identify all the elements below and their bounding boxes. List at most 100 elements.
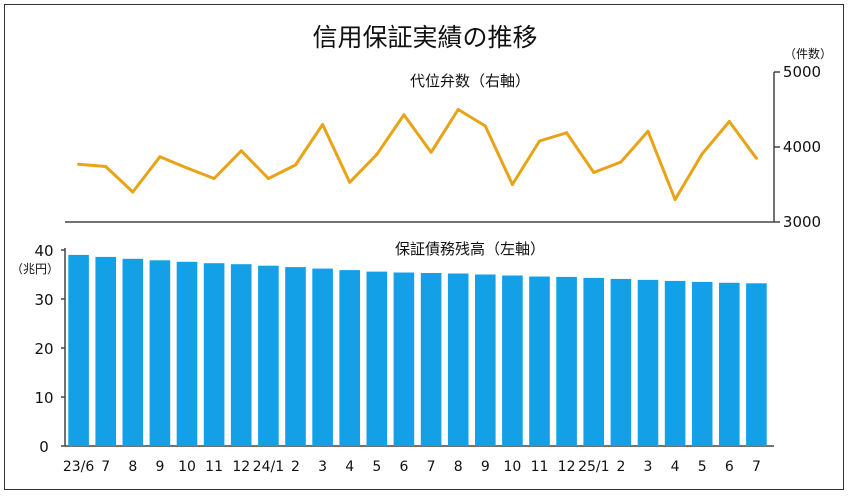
- line-point: [104, 165, 108, 168]
- bar-series: [68, 254, 767, 446]
- x-tick-label: 6: [399, 459, 408, 475]
- line-chart: 代位弁数（右軸） （件数） 5000 4000 3000: [65, 46, 832, 231]
- line-point: [429, 150, 433, 154]
- line-point: [456, 108, 460, 111]
- bar: [691, 281, 713, 446]
- bar: [610, 278, 632, 446]
- bar: [746, 283, 767, 446]
- x-tick-label: 10: [178, 459, 196, 475]
- x-tick-label: 4: [345, 459, 354, 475]
- bar: [285, 267, 306, 446]
- x-tick-label: 3: [318, 459, 327, 475]
- x-tick-label: 7: [752, 459, 761, 475]
- bar: [664, 280, 686, 446]
- line-point: [700, 152, 704, 156]
- line-point: [673, 198, 677, 201]
- x-tick-label: 24/1: [253, 459, 284, 475]
- line-point: [592, 171, 596, 174]
- bar: [230, 264, 252, 446]
- x-tick-label: 5: [372, 459, 381, 475]
- bar-tick-labels: 40 30 20 10 0: [34, 242, 53, 456]
- bar: [366, 271, 388, 446]
- line-point: [646, 129, 650, 133]
- bar-subtitle: 保証債務残高（左軸）: [395, 240, 545, 258]
- x-tick-label: 8: [128, 459, 137, 475]
- x-tick-label: 7: [427, 459, 436, 475]
- x-tick-label: 23/6: [63, 459, 95, 475]
- bar: [475, 274, 496, 446]
- bar-tick-label: 10: [34, 389, 53, 407]
- x-tick-labels: 23/6 7 8 9 10 11 12 24/1 2 3 4 5 6 7 8 9 10 11 12 25/1 2 3 4 5 6…: [63, 459, 761, 475]
- bar: [122, 258, 144, 446]
- line-point: [321, 123, 325, 126]
- line-subtitle: 代位弁数（右軸）: [410, 72, 530, 90]
- line-unit-label: （件数）: [784, 46, 832, 61]
- x-tick-label: 6: [725, 459, 734, 475]
- line-point: [727, 120, 731, 123]
- line-points: [77, 108, 758, 201]
- bar: [556, 276, 577, 446]
- line-tick-label: 3000: [783, 213, 821, 231]
- line-right-axis: [65, 71, 780, 223]
- line-point: [510, 183, 514, 186]
- bar: [583, 277, 604, 446]
- x-tick-label: 4: [671, 459, 680, 475]
- x-tick-label: 9: [155, 459, 164, 475]
- x-tick-label: 12: [558, 459, 576, 475]
- bar: [719, 282, 740, 446]
- x-tick-label: 2: [616, 459, 625, 475]
- x-tick-label: 9: [481, 459, 490, 475]
- line-point: [131, 190, 135, 194]
- bar: [637, 279, 659, 446]
- bar: [420, 273, 442, 446]
- x-tick-label: 10: [503, 459, 521, 475]
- x-tick-label: 2: [291, 459, 300, 475]
- line-point: [565, 131, 569, 135]
- bar: [502, 275, 523, 446]
- line-point: [293, 163, 297, 167]
- line-point: [239, 149, 243, 153]
- line-point: [375, 153, 379, 156]
- x-tick-label: 5: [698, 459, 707, 475]
- line-point: [619, 160, 623, 164]
- x-tick-label: 7: [101, 459, 110, 475]
- line-point: [77, 162, 81, 166]
- line-point: [212, 177, 216, 180]
- bar-tick-label: 20: [34, 340, 53, 358]
- line-tick-labels: 5000 4000 3000: [783, 63, 821, 231]
- line-tick-label: 5000: [783, 63, 821, 81]
- line-point: [402, 113, 406, 117]
- line-point: [158, 155, 162, 159]
- bar: [447, 273, 469, 446]
- bar: [149, 260, 171, 446]
- line-point: [483, 124, 487, 128]
- line-series-path: [78, 108, 758, 201]
- x-tick-label: 25/1: [578, 459, 609, 475]
- bar-unit-label: （兆円）: [11, 262, 59, 276]
- bar: [176, 261, 198, 446]
- bar: [393, 272, 415, 446]
- line-tick-label: 4000: [783, 138, 821, 156]
- bar-tick-label: 0: [39, 438, 49, 456]
- bar-tick-label: 30: [34, 291, 53, 309]
- line-point: [185, 166, 189, 170]
- bar: [339, 270, 360, 446]
- x-tick-label: 11: [205, 459, 223, 475]
- x-tick-label: 8: [454, 459, 463, 475]
- bar-tick-label: 40: [34, 242, 53, 260]
- bar: [203, 263, 225, 446]
- x-tick-label: 11: [531, 459, 549, 475]
- bar: [312, 268, 333, 446]
- chart-title: 信用保証実績の推移: [312, 23, 537, 52]
- line-point: [538, 139, 542, 143]
- line-point: [266, 177, 270, 180]
- line-point: [348, 180, 352, 184]
- x-tick-label: 12: [232, 459, 250, 475]
- line-point: [754, 156, 758, 160]
- bar: [95, 256, 116, 446]
- bar: [258, 265, 279, 446]
- bar: [68, 254, 89, 446]
- x-tick-label: 3: [644, 459, 653, 475]
